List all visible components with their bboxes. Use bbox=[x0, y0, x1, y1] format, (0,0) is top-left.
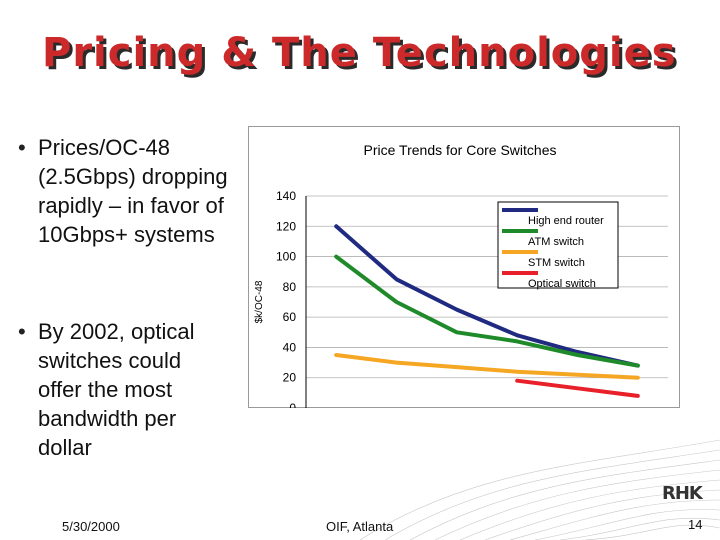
slide-title: Pricing & The Technologies bbox=[42, 30, 677, 76]
y-axis-label: $k/OC-48 bbox=[254, 280, 265, 323]
footer-date: 5/30/2000 bbox=[62, 519, 120, 534]
y-tick-label: 140 bbox=[276, 189, 296, 203]
y-tick-label: 120 bbox=[276, 219, 296, 233]
bullet-text-1: Prices/OC-48 (2.5Gbps) dropping rapidly … bbox=[38, 133, 253, 249]
bullet-text-2: By 2002, optical switches could offer th… bbox=[38, 317, 228, 462]
bullet-point-2: • By 2002, optical switches could offer … bbox=[18, 317, 228, 467]
chart-svg: Price Trends for Core Switches 0 20 40 60 80 1… bbox=[248, 126, 680, 408]
legend-label-2: ATM switch bbox=[528, 236, 584, 248]
y-tick-label: 100 bbox=[276, 250, 296, 264]
rhk-logo: RHK bbox=[662, 483, 702, 504]
legend-label-1: High end router bbox=[528, 215, 604, 227]
price-trends-chart: Price Trends for Core Switches 0 20 40 60 80 1… bbox=[248, 126, 680, 408]
bullet-symbol: • bbox=[18, 133, 26, 162]
page-number: 14 bbox=[688, 517, 702, 532]
bullet-point-1: • Prices/OC-48 (2.5Gbps) dropping rapidl… bbox=[18, 133, 248, 283]
chart-title: Price Trends for Core Switches bbox=[364, 142, 557, 158]
y-tick-label: 40 bbox=[283, 340, 297, 354]
y-tick-label: 80 bbox=[283, 280, 297, 294]
y-tick-label: 0 bbox=[289, 401, 296, 408]
legend-label-4: Optical switch bbox=[528, 278, 596, 290]
bullet-symbol: • bbox=[18, 317, 26, 346]
footer-location: OIF, Atlanta bbox=[326, 519, 393, 534]
y-tick-label: 20 bbox=[283, 371, 297, 385]
y-tick-label: 60 bbox=[283, 310, 297, 324]
legend-label-3: STM switch bbox=[528, 257, 585, 269]
